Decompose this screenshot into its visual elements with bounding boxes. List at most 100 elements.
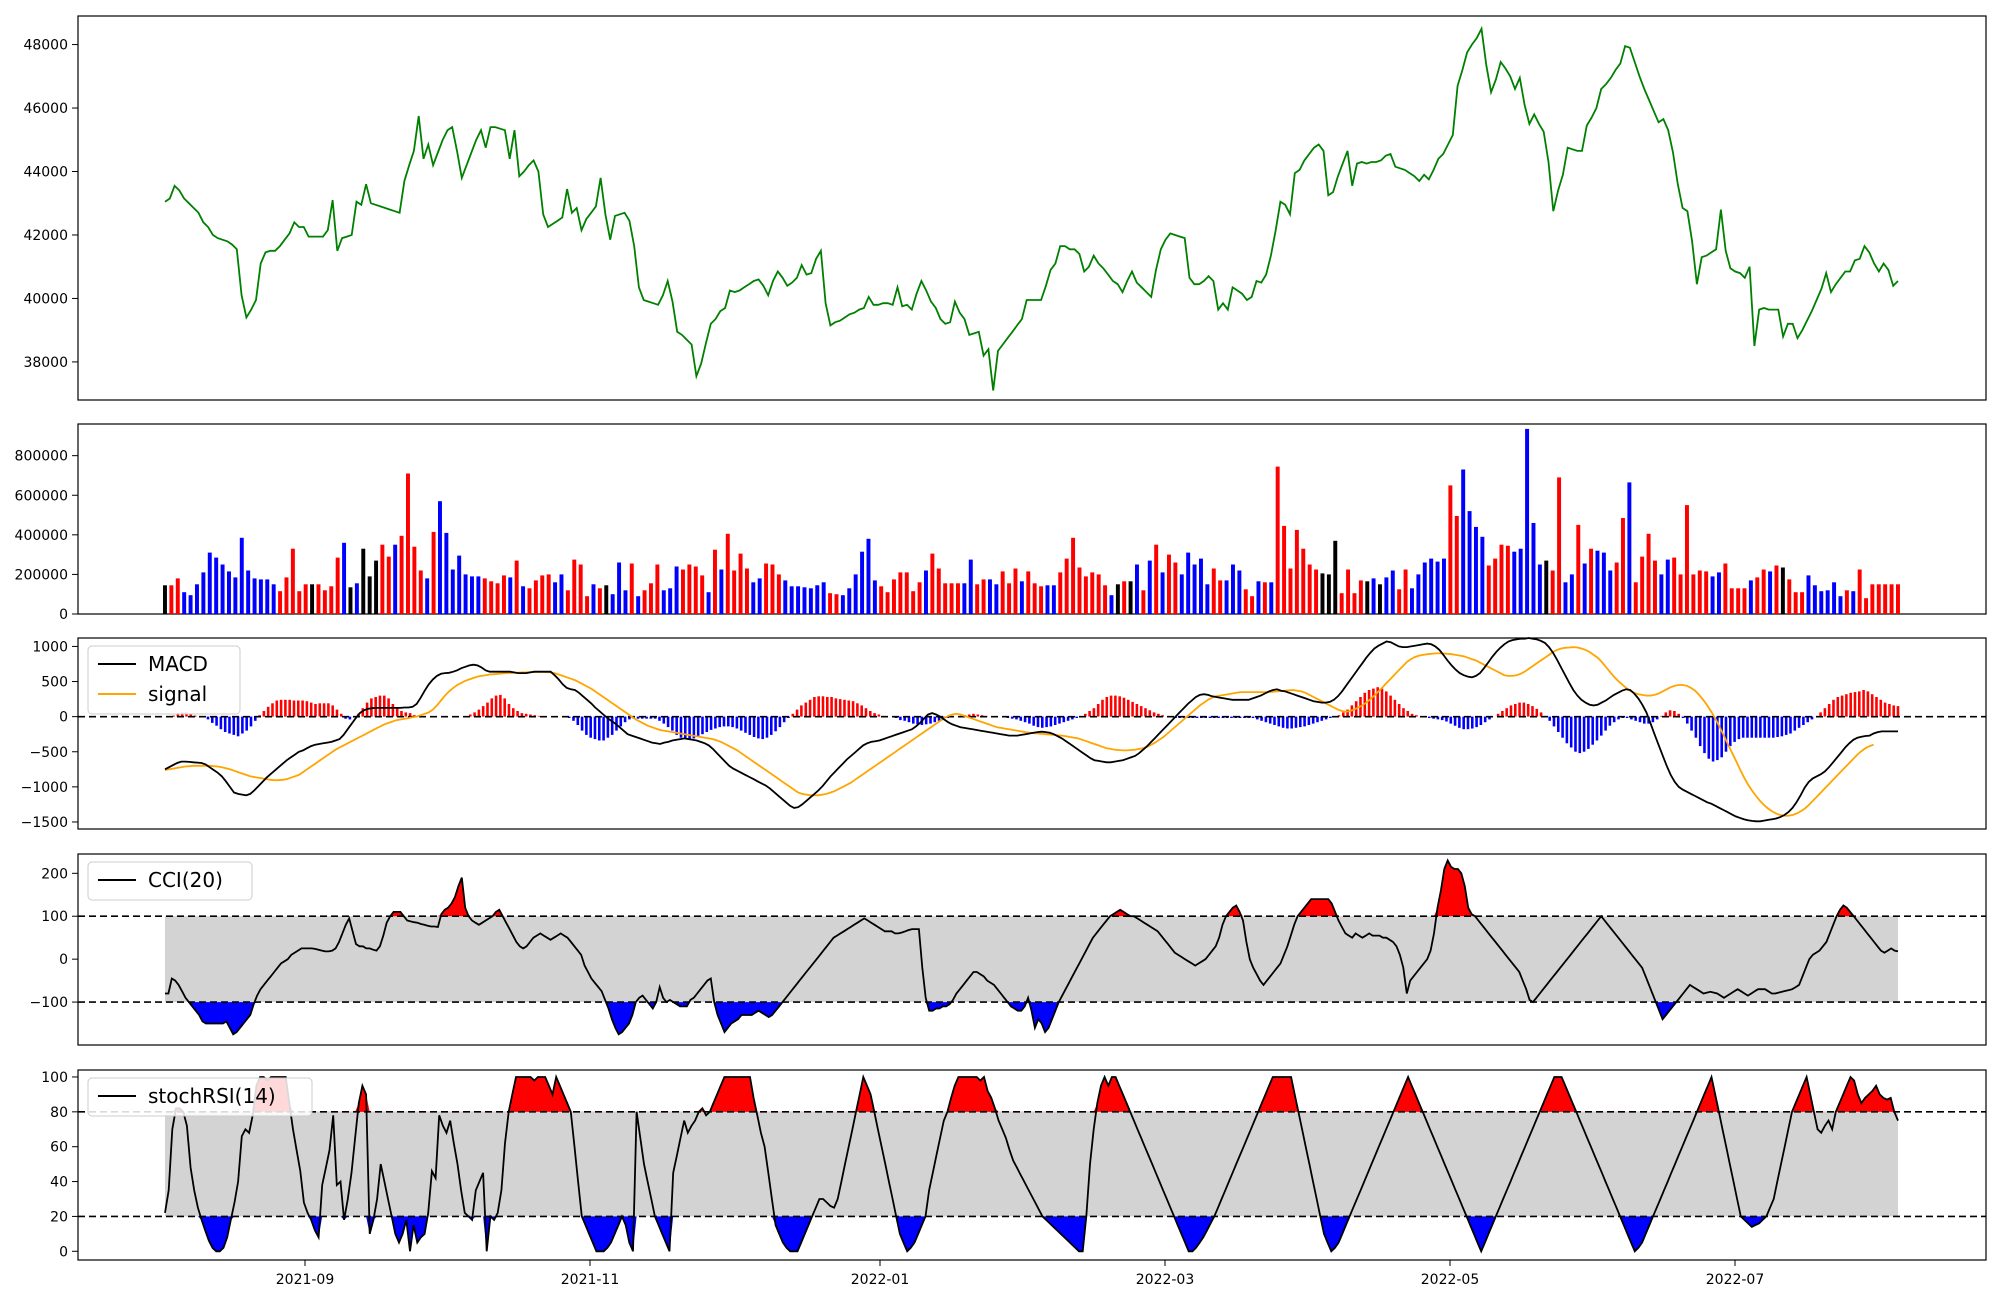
volume-bar — [719, 569, 724, 614]
stochrsi-ytick-label: 40 — [50, 1175, 68, 1191]
macd-hist-bar — [1630, 716, 1633, 720]
macd-hist-bar — [249, 716, 253, 727]
volume-bar — [1825, 590, 1830, 615]
volume-bar — [1710, 576, 1715, 614]
macd-hist-bar — [223, 716, 227, 732]
macd-hist-bar — [860, 705, 863, 717]
volume-bar — [182, 592, 187, 614]
volume-bar — [1160, 572, 1165, 614]
macd-hist-bar — [1509, 705, 1513, 717]
volume-bar — [1262, 582, 1267, 614]
volume-bar — [1608, 570, 1613, 614]
macd-hist-bar — [967, 714, 971, 717]
macd-hist-bar — [1539, 712, 1543, 717]
macd-hist-bar — [1582, 716, 1586, 752]
macd-hist-bar — [1496, 713, 1500, 717]
macd-hist-bar — [1888, 704, 1891, 717]
macd-hist-bar — [1737, 716, 1741, 740]
legend-label: CCI(20) — [148, 868, 223, 892]
volume-bar — [431, 531, 436, 614]
volume-bar — [476, 576, 481, 614]
macd-hist-bar — [688, 716, 691, 740]
macd-hist-bar — [662, 716, 666, 724]
macd-hist-bar — [1075, 716, 1078, 718]
macd-hist-bar — [1445, 716, 1448, 722]
macd-hist-bar — [641, 716, 644, 719]
macd-hist-bar — [1789, 716, 1792, 734]
macd-hist-bar — [800, 705, 803, 717]
macd-hist-bar — [1668, 710, 1672, 717]
macd-hist-bar — [1625, 716, 1629, 718]
legend-label: stochRSI(14) — [148, 1084, 276, 1108]
macd-hist-bar — [580, 716, 584, 731]
macd-hist-bar — [937, 716, 941, 721]
macd-hist-bar — [1277, 716, 1281, 727]
volume-bar — [840, 595, 845, 614]
macd-hist-bar — [1230, 716, 1233, 718]
macd-hist-bar — [1569, 716, 1573, 748]
volume-bar — [789, 586, 794, 614]
volume-bar — [1621, 518, 1625, 614]
macd-hist-bar — [1724, 716, 1728, 752]
volume-bar — [559, 574, 564, 614]
macd-hist-bar — [1135, 704, 1139, 717]
volume-bar — [438, 501, 442, 614]
macd-hist-bar — [1604, 716, 1607, 731]
volume-bar — [802, 587, 807, 614]
macd-hist-bar — [1793, 716, 1797, 731]
volume-bar — [546, 574, 551, 614]
volume-bar — [1665, 559, 1670, 614]
macd-hist-bar — [292, 700, 296, 717]
volume-bar — [284, 577, 289, 614]
macd-hist-bar — [1432, 716, 1435, 719]
volume-bar — [489, 581, 494, 614]
macd-hist-bar — [619, 716, 623, 727]
price-frame — [77, 15, 1987, 401]
volume-bar — [354, 583, 359, 614]
panel-price: 38000 40000 42000 44000 46000 48000 — [23, 15, 1987, 401]
volume-bar — [246, 570, 251, 614]
macd-hist-bar — [1466, 716, 1470, 730]
macd-hist-bar — [219, 716, 223, 730]
macd-hist-bar — [1750, 716, 1754, 738]
macd-hist-bar — [576, 716, 580, 725]
volume-bar — [1595, 550, 1600, 614]
volume-bar — [533, 580, 538, 614]
volume-bar — [1371, 578, 1376, 614]
volume-bar — [732, 570, 737, 614]
macd-hist-bar — [856, 703, 859, 717]
volume-bar — [949, 583, 954, 614]
macd-hist-bar — [1294, 716, 1298, 728]
volume-bar — [1659, 574, 1664, 614]
macd-hist-bar — [1802, 716, 1805, 725]
macd-hist-bar — [1518, 702, 1521, 717]
macd-hist-bar — [1638, 716, 1642, 723]
macd-hist-bar — [481, 706, 485, 717]
macd-hist-bar — [1608, 716, 1612, 726]
macd-hist-bar — [1088, 711, 1091, 717]
macd-hist-bar — [778, 716, 782, 728]
volume-bar — [1755, 577, 1760, 614]
volume-bar — [597, 588, 602, 614]
signal-line — [164, 646, 1874, 817]
volume-bar — [617, 562, 622, 614]
volume-bar — [1582, 563, 1587, 614]
volume-bar — [201, 572, 206, 614]
volume-bar — [412, 546, 417, 614]
volume-bar — [278, 591, 283, 614]
macd-hist-bar — [1458, 716, 1461, 728]
volume-bar — [1301, 548, 1306, 614]
panel-cci: −100 0 100 200 CCI(20) — [30, 853, 1987, 1046]
volume-bar — [610, 594, 615, 614]
volume-bar — [1896, 584, 1900, 614]
volume-bar — [1512, 551, 1517, 614]
macd-hist-bar — [1858, 691, 1861, 717]
macd-hist-bar — [696, 716, 700, 737]
stochrsi-ytick-label: 80 — [50, 1105, 68, 1121]
volume-bar — [834, 594, 839, 614]
macd-hist-bar — [739, 716, 743, 731]
macd-hist-bar — [1677, 713, 1680, 717]
volume-bar — [1544, 560, 1549, 614]
macd-hist-bar — [851, 701, 855, 717]
